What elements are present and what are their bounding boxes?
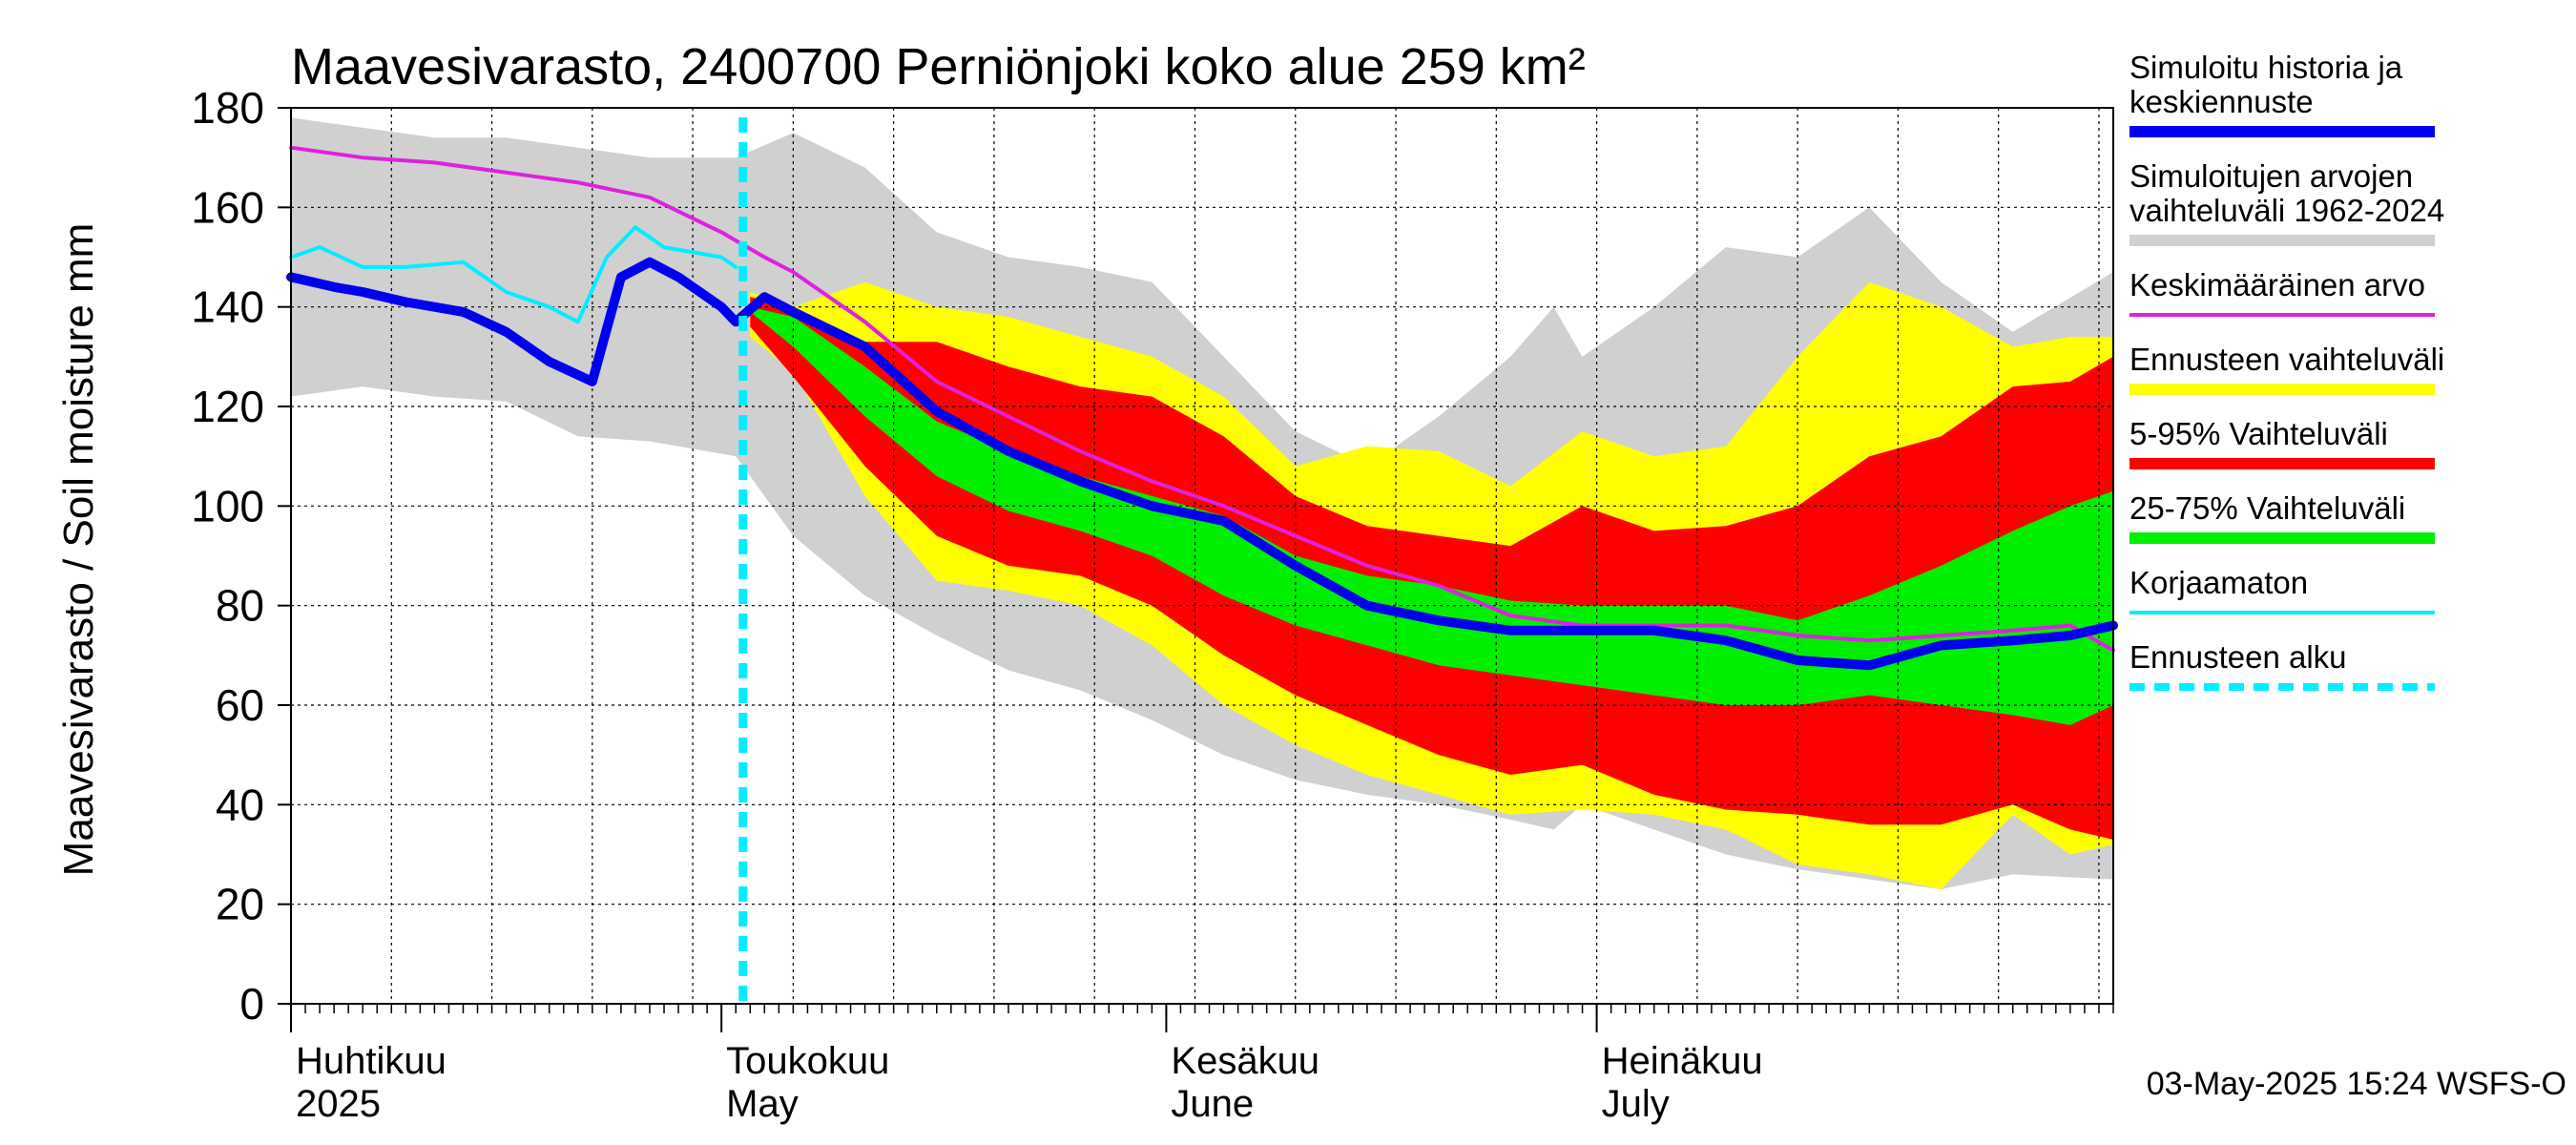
month-label-en: July <box>1602 1083 1670 1125</box>
series-line <box>289 145 2115 653</box>
month-label-fi: Huhtikuu <box>296 1040 447 1082</box>
month-label-fi: Kesäkuu <box>1171 1040 1319 1082</box>
chart-title: Maavesivarasto, 2400700 Perniönjoki koko… <box>291 38 1586 95</box>
p25-75-area <box>750 306 2113 725</box>
grid <box>291 108 2113 1004</box>
legend-label: Simuloitujen arvojen <box>2129 158 2413 194</box>
month-label-fi: Heinäkuu <box>1602 1040 1763 1082</box>
month-label-fi: Toukokuu <box>726 1040 889 1082</box>
y-tick-label: 160 <box>191 182 264 232</box>
legend-label: keskiennuste <box>2129 84 2314 119</box>
legend-label: 5-95% Vaihteluväli <box>2129 416 2388 451</box>
legend-label: 25-75% Vaihteluväli <box>2129 490 2405 526</box>
legend-label: Ennusteen alku <box>2129 639 2347 675</box>
plot-frame <box>290 107 2114 1005</box>
legend-label: Simuloitu historia ja <box>2129 50 2403 85</box>
series-line <box>286 257 2118 671</box>
legend-label: Korjaamaton <box>2129 565 2308 600</box>
y-tick-label: 100 <box>191 481 264 531</box>
y-tick-label: 140 <box>191 282 264 332</box>
y-tick-label: 20 <box>216 880 264 929</box>
y-tick-label: 60 <box>216 680 264 730</box>
legend-label: vaihteluväli 1962-2024 <box>2129 193 2444 228</box>
y-tick-label: 0 <box>239 979 264 1029</box>
month-label-en: 2025 <box>296 1083 381 1125</box>
y-tick-label: 180 <box>191 83 264 133</box>
legend-label: Keskimääräinen arvo <box>2129 267 2425 302</box>
y-axis-label: Maavesivarasto / Soil moisture mm <box>55 223 102 877</box>
month-label-en: June <box>1171 1083 1254 1125</box>
y-tick-label: 120 <box>191 382 264 431</box>
month-label-en: May <box>726 1083 799 1125</box>
series-lines <box>286 117 2118 1004</box>
legend-label: Ennusteen vaihteluväli <box>2129 342 2444 377</box>
y-tick-label: 40 <box>216 780 264 829</box>
y-tick-label: 80 <box>216 581 264 631</box>
timestamp-label: 03-May-2025 15:24 WSFS-O <box>2147 1066 2566 1102</box>
series-line <box>289 225 738 324</box>
